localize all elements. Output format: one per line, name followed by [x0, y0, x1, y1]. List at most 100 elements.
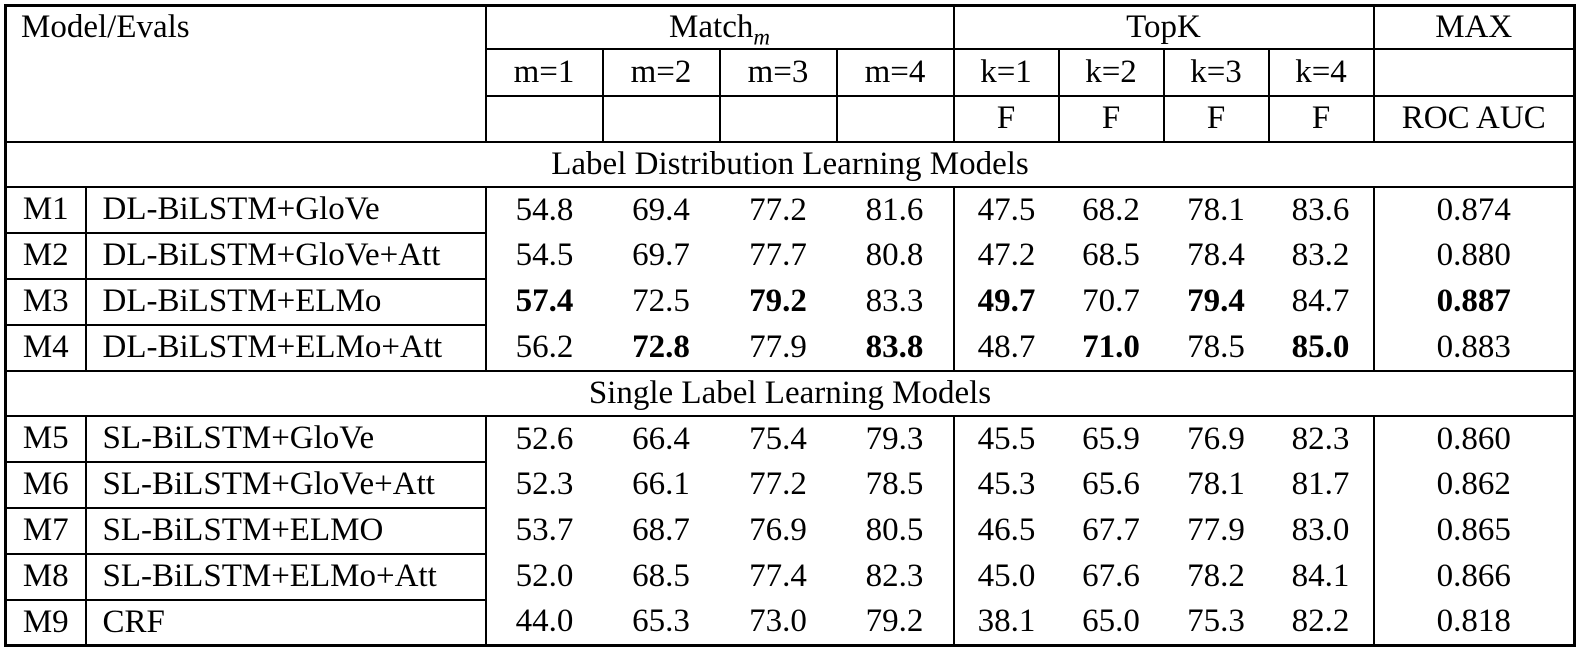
model-row: M2 DL-BiLSTM+GloVe+Att 54.5 69.7 77.7 80.8 47.… — [5, 232, 1575, 280]
model-name-cell: SL-BiLSTM+GloVe — [85, 415, 487, 463]
match-value-cell: 83.3 — [836, 278, 955, 325]
match-col-m1: m=1 — [484, 47, 604, 97]
roc-auc-header: ROC AUC — [1372, 94, 1576, 143]
match-value-cell: 66.4 — [632, 420, 690, 457]
model-name-cell: DL-BiLSTM+GloVe+Att — [85, 232, 487, 280]
topk-value-cell: 83.0 — [1268, 507, 1375, 554]
section-row: Label Distribution Learning Models — [5, 140, 1575, 188]
match-value-cell: 72.5 — [632, 283, 690, 319]
match-col-m3: m=3 — [718, 47, 838, 97]
topk-col-k1: k=1 — [952, 47, 1060, 97]
topk-value-cell: 78.1 — [1187, 191, 1245, 228]
match-value-cell: 53.7 — [515, 512, 574, 548]
match-value-cell: 57.4 — [515, 283, 574, 319]
row-id-cell: M1 — [5, 186, 87, 234]
topk-value-cell: 65.0 — [1082, 603, 1140, 640]
results-table: Model/Evals Matchm TopK MAX m=1 m=2 m=3 … — [4, 4, 1576, 647]
model-name-cell: SL-BiLSTM+GloVe+Att — [85, 461, 487, 509]
model-row: M9 CRF 44.0 65.3 73.0 79.2 38.1 65.0 75.3 82.2 0.8… — [5, 599, 1575, 647]
match-value-cell: 82.3 — [836, 553, 955, 600]
topk-value-cell: 45.0 — [977, 558, 1036, 594]
topk-value-cell: 82.2 — [1268, 599, 1375, 646]
topk-group-header: TopK — [952, 4, 1375, 50]
section-title: Label Distribution Learning Models — [5, 140, 1575, 188]
topk-value-cell: 76.9 — [1187, 420, 1245, 457]
header-row-groups: Model/Evals Matchm TopK MAX — [4, 4, 1576, 143]
match-value-cell: 52.3 — [515, 466, 574, 502]
match-value-cell: 78.5 — [836, 461, 955, 508]
model-name-cell: CRF — [85, 599, 487, 647]
match-value-cell: 81.6 — [836, 186, 955, 233]
match-value-cell: 77.4 — [749, 558, 807, 594]
match-value-cell: 66.1 — [632, 466, 690, 502]
max-subheader-empty — [1372, 47, 1576, 97]
model-row: M6 SL-BiLSTM+GloVe+Att 52.3 66.1 77.2 78.5 45.… — [5, 461, 1575, 509]
topk-col-k4: k=4 — [1267, 47, 1375, 97]
match-value-cell: 79.2 — [836, 599, 955, 646]
topk-value-cell: 82.3 — [1268, 415, 1375, 462]
match-value-cell: 52.6 — [515, 420, 574, 457]
match-col-m4: m=4 — [835, 47, 955, 97]
match-subscript: m — [753, 24, 770, 49]
topk-metric-f2: F — [1057, 94, 1165, 143]
row-id-cell: M9 — [5, 599, 87, 647]
match-value-cell: 65.3 — [632, 603, 690, 640]
topk-value-cell: 84.7 — [1268, 278, 1375, 325]
row-id-cell: M3 — [5, 278, 87, 326]
topk-metric-f4: F — [1267, 94, 1375, 143]
topk-value-cell: 49.7 — [977, 283, 1036, 319]
topk-value-cell: 68.2 — [1082, 191, 1140, 228]
match-value-cell: 76.9 — [749, 512, 807, 548]
topk-value-cell: 70.7 — [1082, 283, 1140, 319]
model-name-cell: DL-BiLSTM+ELMo — [85, 278, 487, 326]
row-id-cell: M5 — [5, 415, 87, 463]
model-name-cell: SL-BiLSTM+ELMo+Att — [85, 553, 487, 601]
topk-value-cell: 47.5 — [977, 191, 1036, 228]
match-value-cell: 54.8 — [515, 191, 574, 228]
topk-value-cell: 81.7 — [1268, 461, 1375, 508]
topk-value-cell: 65.9 — [1082, 420, 1140, 457]
match-value-cell: 52.0 — [515, 558, 574, 594]
match-metric-empty-1 — [484, 94, 604, 143]
match-col-m2: m=2 — [601, 47, 721, 97]
topk-value-cell: 47.2 — [977, 237, 1036, 273]
roc-auc-cell: 0.874 — [1436, 191, 1511, 228]
match-metric-empty-4 — [835, 94, 955, 143]
roc-auc-cell: 0.862 — [1436, 466, 1511, 502]
row-id-cell: M8 — [5, 553, 87, 601]
topk-value-cell: 78.1 — [1187, 466, 1245, 502]
table-header: Model/Evals Matchm TopK MAX m=1 m=2 m=3 … — [4, 4, 1576, 143]
match-value-cell: 69.4 — [632, 191, 690, 228]
model-row: M7 SL-BiLSTM+ELMO 53.7 68.7 76.9 80.5 46.5 67.7… — [5, 507, 1575, 555]
match-value-cell: 80.8 — [836, 232, 955, 279]
topk-value-cell: 85.0 — [1268, 324, 1375, 371]
topk-metric-f3: F — [1162, 94, 1270, 143]
topk-value-cell: 77.9 — [1187, 512, 1245, 548]
model-name-cell: SL-BiLSTM+ELMO — [85, 507, 487, 555]
table-body: Label Distribution Learning Models M1 DL-B… — [5, 140, 1575, 647]
section-row: Single Label Learning Models — [5, 369, 1575, 417]
match-value-cell: 69.7 — [632, 237, 690, 273]
topk-metric-f1: F — [952, 94, 1060, 143]
row-id-cell: M2 — [5, 232, 87, 280]
match-value-cell: 56.2 — [515, 328, 574, 365]
match-value-cell: 75.4 — [749, 420, 807, 457]
match-value-cell: 77.2 — [749, 191, 807, 228]
topk-value-cell: 84.1 — [1268, 553, 1375, 600]
topk-value-cell: 78.2 — [1187, 558, 1245, 594]
header-row-metrics: F F F F ROC AUC — [6, 94, 1576, 143]
roc-auc-cell: 0.860 — [1436, 420, 1511, 457]
match-value-cell: 68.5 — [632, 558, 690, 594]
roc-auc-cell: 0.866 — [1436, 558, 1511, 594]
model-row: M5 SL-BiLSTM+GloVe 52.6 66.4 75.4 79.3 45.5 65.… — [5, 415, 1575, 463]
topk-col-k2: k=2 — [1057, 47, 1165, 97]
topk-value-cell: 75.3 — [1187, 603, 1245, 640]
model-name-cell: DL-BiLSTM+GloVe — [85, 186, 487, 234]
match-value-cell: 73.0 — [749, 603, 807, 640]
topk-value-cell: 45.3 — [977, 466, 1036, 502]
match-value-cell: 72.8 — [632, 328, 690, 365]
model-evals-header: Model/Evals — [4, 4, 487, 143]
topk-value-cell: 67.6 — [1082, 558, 1140, 594]
topk-value-cell: 79.4 — [1187, 283, 1245, 319]
header-row-columns: m=1 m=2 m=3 m=4 k=1 k=2 k=3 k=4 — [6, 47, 1576, 97]
